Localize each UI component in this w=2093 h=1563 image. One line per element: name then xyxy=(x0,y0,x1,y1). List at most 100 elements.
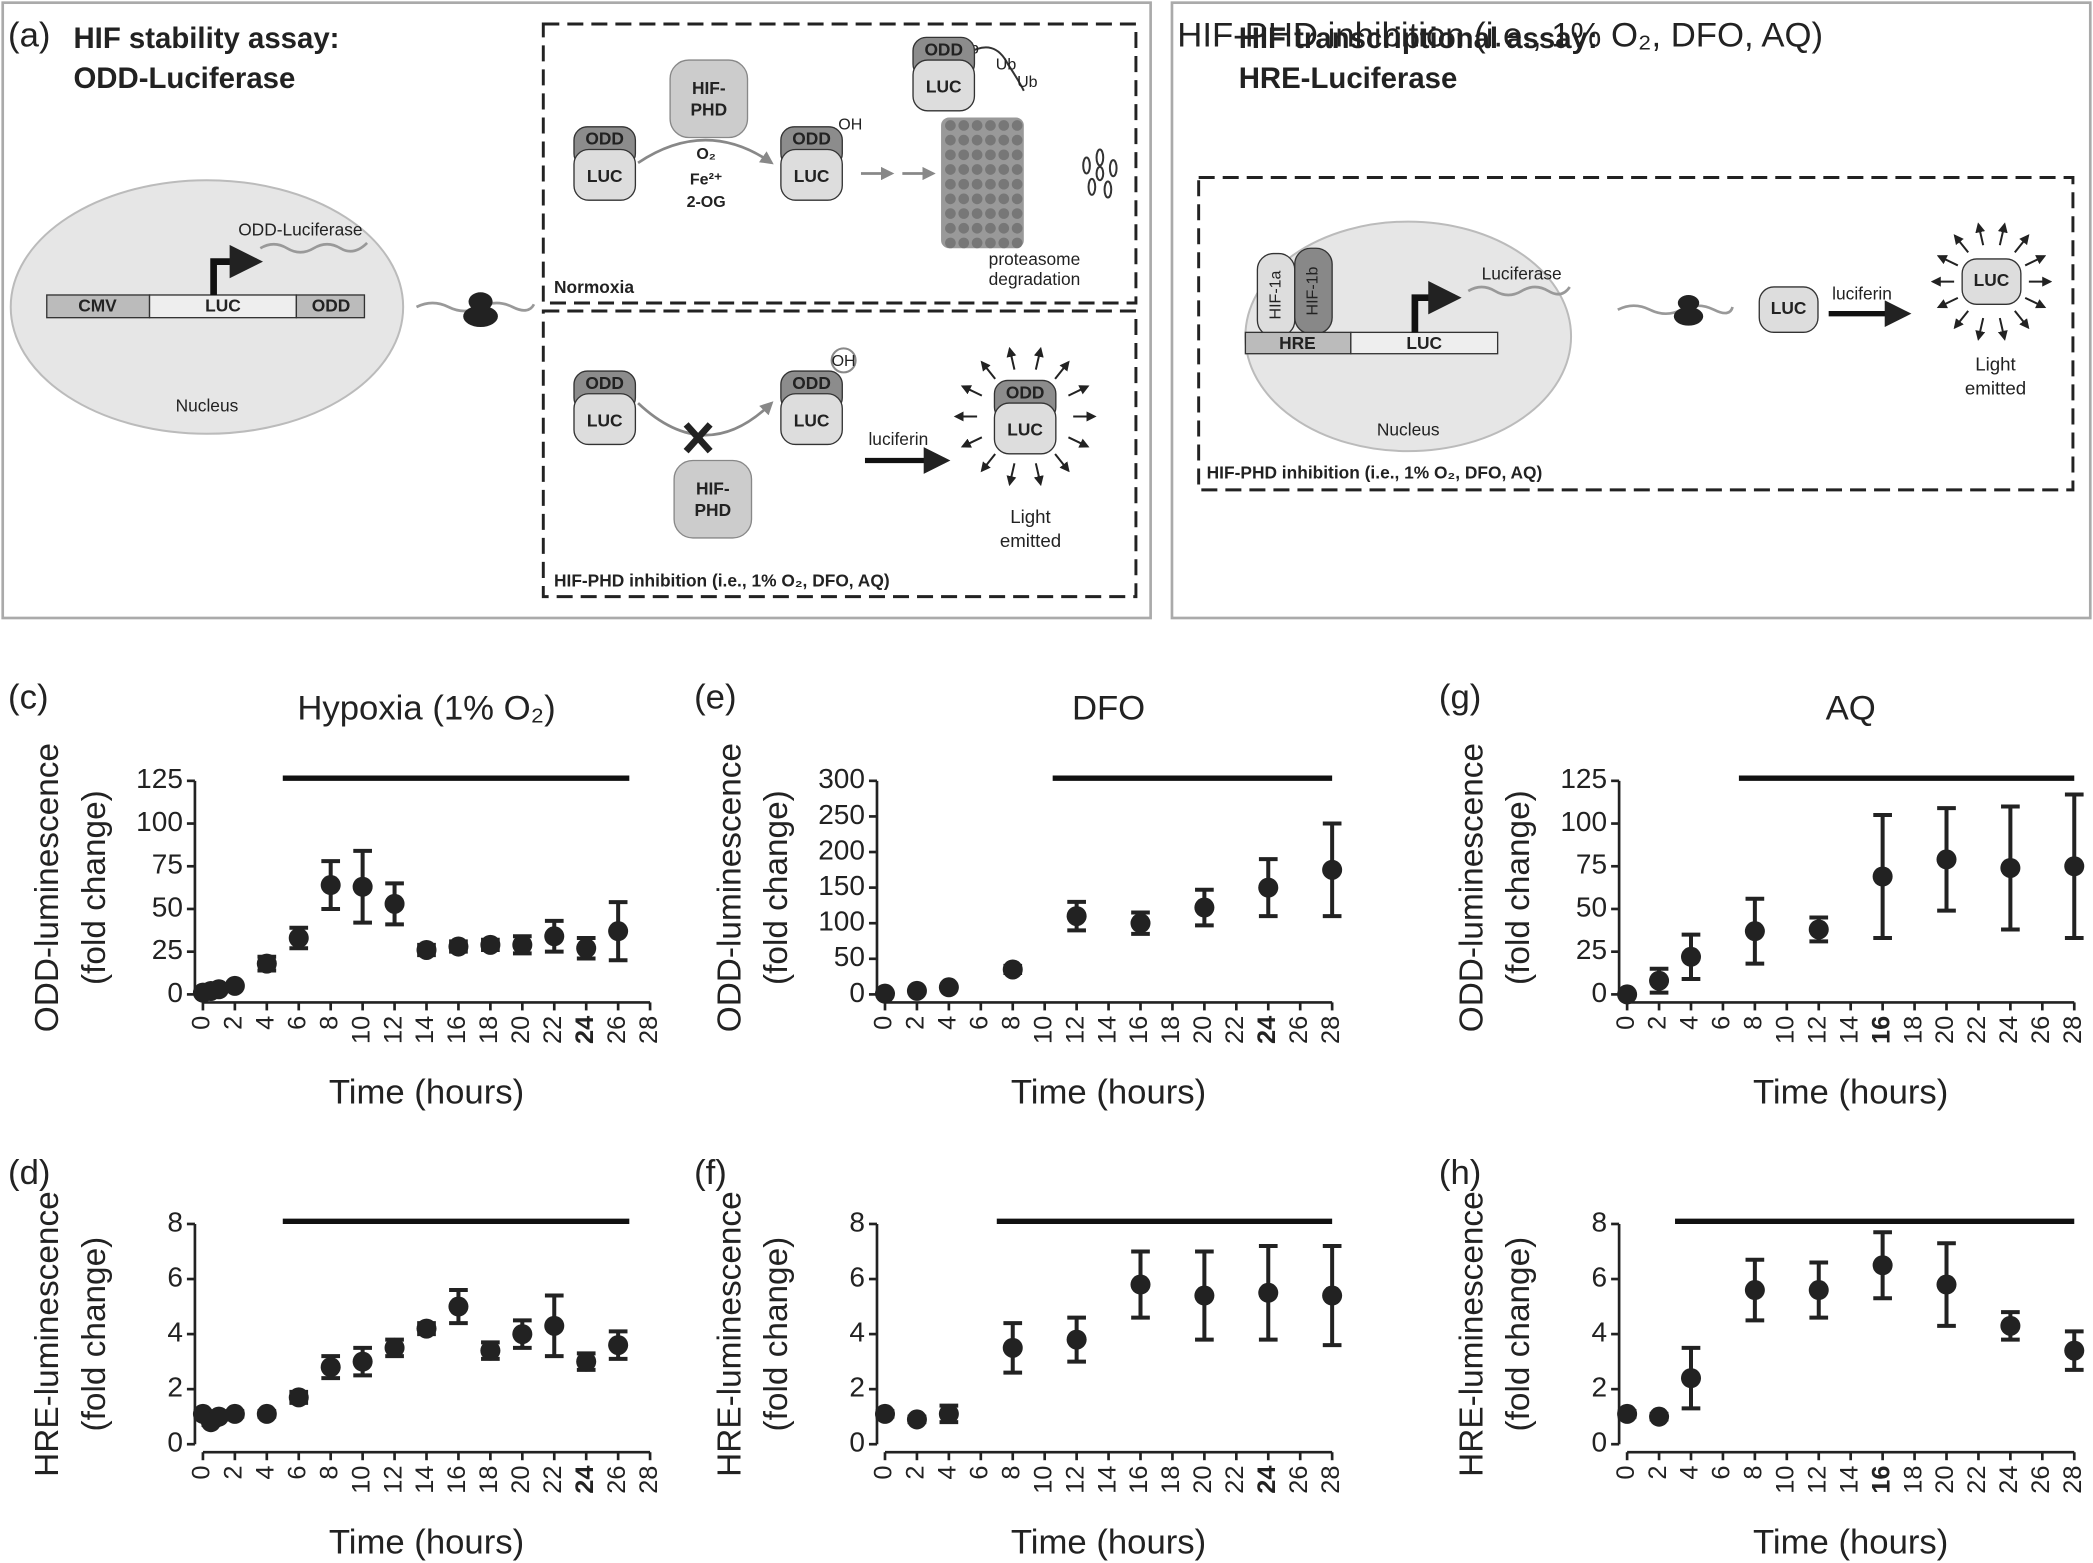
odd-domain xyxy=(295,294,366,319)
panel-b-frame xyxy=(1170,1,2092,620)
chart-title: DFO xyxy=(1072,689,1145,727)
data-point xyxy=(608,1335,629,1356)
x-tick-label: 26 xyxy=(1285,1016,1313,1044)
x-axis-label: Time (hours) xyxy=(1753,1074,1948,1112)
data-point xyxy=(256,1403,277,1424)
x-tick-label: 10 xyxy=(347,1016,375,1044)
panel-title: HIF transcriptional assay: xyxy=(1239,22,1598,55)
ray xyxy=(1997,222,2008,246)
ray xyxy=(1033,463,1044,487)
data-point xyxy=(512,1324,533,1345)
y-tick-label: 250 xyxy=(818,799,865,830)
x-tick-label: 10 xyxy=(1772,1466,1800,1494)
ribosome xyxy=(1677,294,1700,311)
luc-label: LUC xyxy=(1007,420,1043,440)
factor-label: HIF-1a xyxy=(1267,270,1284,319)
construct-label: CMV xyxy=(78,296,117,316)
x-tick-label: 6 xyxy=(1708,1466,1736,1480)
odd-label: ODD xyxy=(585,129,624,149)
x-tick-label: 24 xyxy=(571,1016,599,1044)
x-tick-label: 0 xyxy=(870,1016,898,1030)
subunit xyxy=(985,178,996,190)
subunit xyxy=(985,208,996,219)
data-point xyxy=(384,1337,405,1358)
x-tick-label: 26 xyxy=(2027,1466,2055,1494)
construct-label: LUC xyxy=(1406,333,1442,353)
x-tick-label: 8 xyxy=(315,1466,343,1480)
y-axis-label: (fold change) xyxy=(758,790,795,985)
panel-label: (d) xyxy=(8,1154,50,1192)
subunit xyxy=(958,208,970,219)
data-point xyxy=(906,1409,927,1430)
enzyme xyxy=(669,59,749,139)
x-tick-label: 24 xyxy=(1253,1016,1281,1044)
data-point xyxy=(320,875,341,896)
y-axis-label: HRE-luminescence xyxy=(1453,1191,1490,1477)
blocked-hydroxyl xyxy=(830,347,857,374)
luciferase xyxy=(1758,286,1819,334)
x-tick-label: 12 xyxy=(379,1016,407,1044)
cofactor: 2-OG xyxy=(687,194,726,211)
data-point xyxy=(1617,984,1638,1005)
subunit xyxy=(971,222,983,234)
luc-label: LUC xyxy=(587,166,623,186)
data-point xyxy=(874,1403,896,1424)
x-tick-label: 18 xyxy=(1899,1016,1927,1044)
x-tick-label: 10 xyxy=(1772,1016,1800,1044)
panel-title: ODD-Luciferase xyxy=(73,62,295,95)
subunit xyxy=(1011,222,1023,234)
x-tick-label: 4 xyxy=(1676,1466,1704,1480)
gene xyxy=(1350,331,1499,355)
data-point xyxy=(1649,1406,1670,1427)
panel-label: (c) xyxy=(8,679,48,717)
reaction-arrow xyxy=(637,138,774,165)
x-tick-label: 4 xyxy=(252,1016,280,1030)
chart-title: AQ xyxy=(1826,689,1876,727)
data-point xyxy=(1194,897,1215,918)
subunit xyxy=(1011,237,1023,249)
x-tick-label: 24 xyxy=(1253,1466,1281,1494)
x-tick-label: 4 xyxy=(252,1466,280,1480)
light-label: Light xyxy=(1975,354,2016,375)
enzyme-label: PHD xyxy=(690,99,727,119)
odd-label: ODD xyxy=(792,129,831,149)
y-tick-label: 25 xyxy=(152,934,183,965)
y-tick-label: 0 xyxy=(849,1427,865,1458)
data-point xyxy=(480,934,501,955)
nucleus-label: Nucleus xyxy=(176,396,239,416)
data-point xyxy=(480,1340,501,1361)
y-axis-label: ODD-luminescence xyxy=(711,743,748,1032)
data-point xyxy=(1130,913,1151,934)
subunit xyxy=(971,193,983,205)
data-point xyxy=(1066,906,1087,927)
luc-label: LUC xyxy=(794,166,830,186)
transcript-label: Luciferase xyxy=(1482,264,1562,284)
x-tick-label: 20 xyxy=(507,1466,535,1494)
subunit xyxy=(998,237,1010,249)
x-tick-label: 14 xyxy=(1835,1016,1863,1044)
y-tick-label: 100 xyxy=(136,806,183,837)
subunit xyxy=(998,134,1010,146)
block-x xyxy=(683,422,713,454)
ub-chain xyxy=(967,46,1025,92)
data-point xyxy=(320,1357,341,1378)
x-tick-label: 22 xyxy=(539,1466,567,1494)
x-tick-label: 22 xyxy=(1963,1016,1991,1044)
luciferase xyxy=(780,148,843,201)
data-point xyxy=(608,921,629,942)
x-tick-label: 22 xyxy=(539,1016,567,1044)
light-label: Light xyxy=(1010,506,1051,527)
ray xyxy=(980,453,996,473)
y-tick-label: 200 xyxy=(818,834,865,865)
proteasome-label: degradation xyxy=(989,269,1081,289)
y-tick-label: 0 xyxy=(167,1427,183,1458)
data-point xyxy=(938,977,959,998)
y-tick-label: 100 xyxy=(818,906,865,937)
ray xyxy=(1068,436,1090,448)
proteasome-subunits xyxy=(945,120,1023,249)
data-point xyxy=(448,936,469,957)
x-tick-label: 26 xyxy=(2027,1016,2055,1044)
luc-label: LUC xyxy=(587,410,623,430)
data-point xyxy=(224,975,245,996)
x-tick-label: 18 xyxy=(1157,1466,1185,1494)
